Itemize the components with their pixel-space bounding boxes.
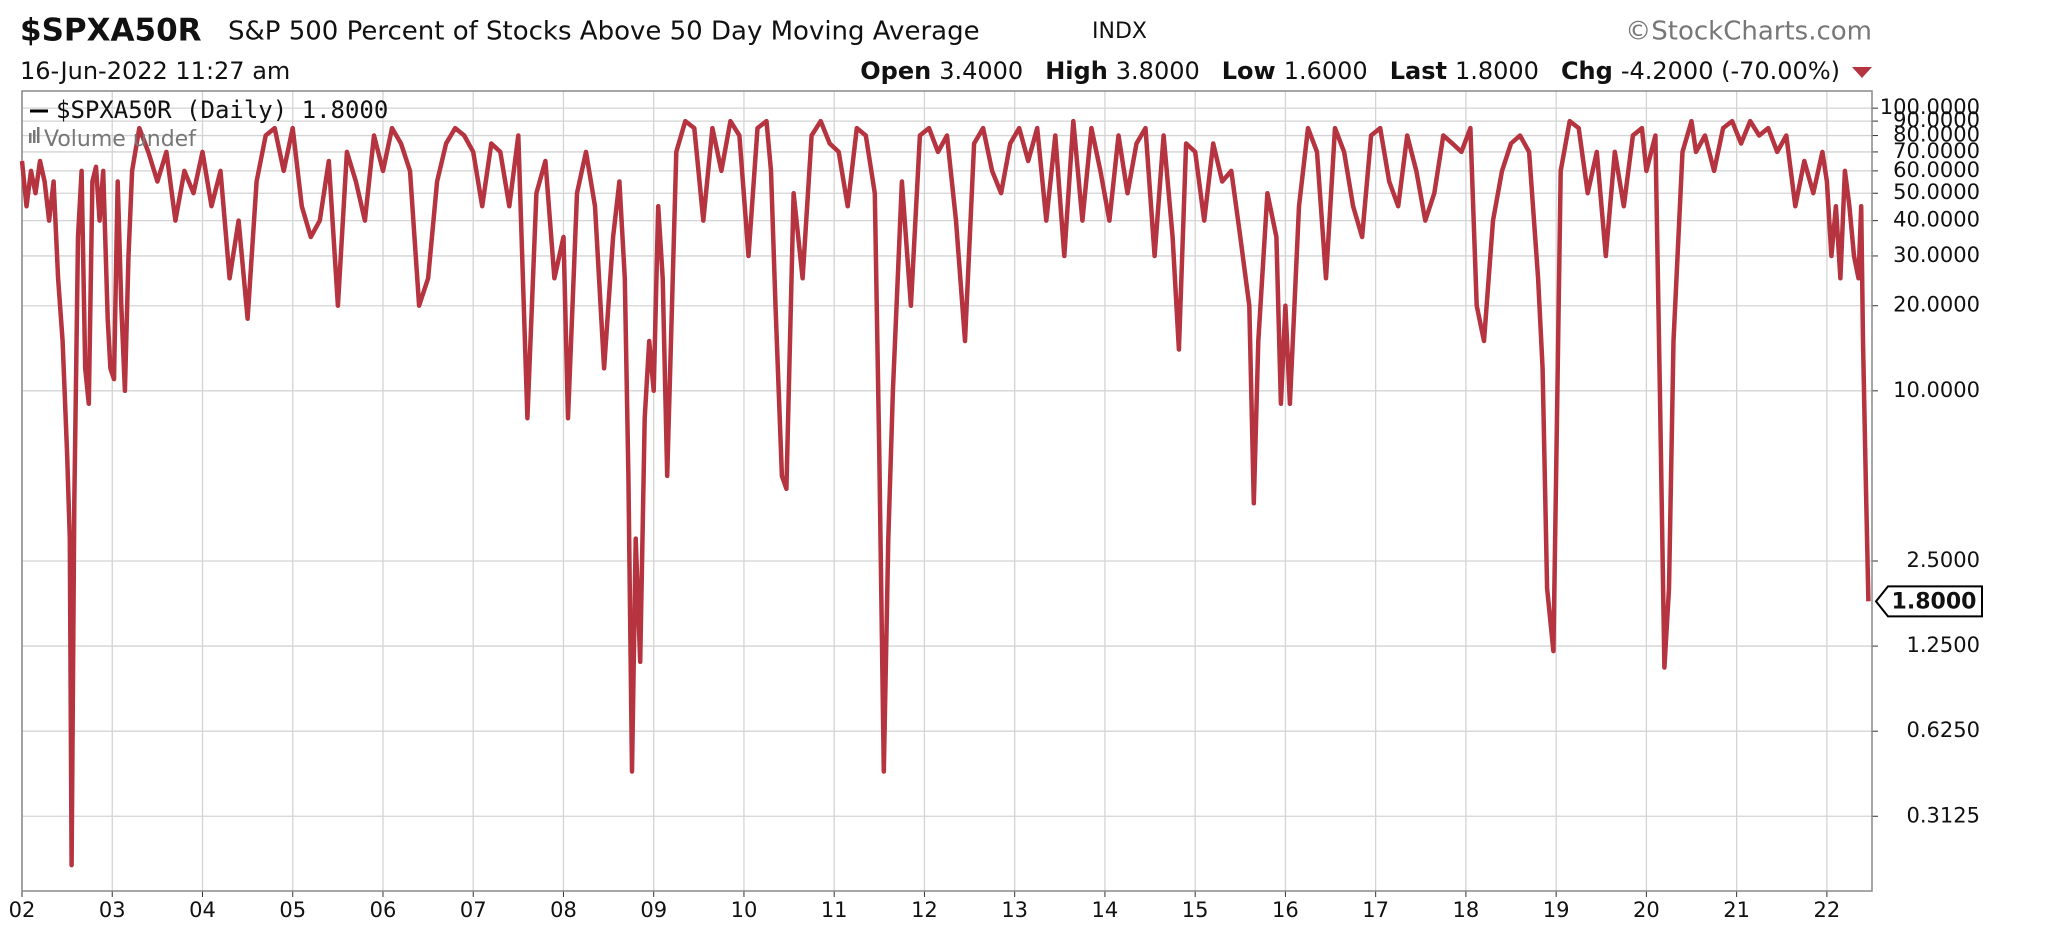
volume-icon [37,127,40,143]
x-tick-label: 07 [460,898,487,922]
last-value: 1.8000 [1892,589,1977,614]
quote-label: Last [1390,57,1447,85]
y-tick-label: 2.5000 [1907,548,1980,572]
x-tick-label: 06 [370,898,397,922]
chart-title: S&P 500 Percent of Stocks Above 50 Day M… [228,17,980,47]
x-tick-label: 11 [821,898,848,922]
y-tick-label: 100.0000 [1880,95,1980,119]
volume-icon [29,133,32,143]
y-tick-label: 40.0000 [1893,208,1980,232]
quote-value: 1.6000 [1284,57,1368,85]
x-tick-label: 15 [1182,898,1209,922]
x-tick-label: 22 [1814,898,1841,922]
quote-label: Open [860,57,931,85]
x-tick-label: 16 [1272,898,1299,922]
x-tick-label: 18 [1453,898,1480,922]
x-tick-label: 05 [279,898,306,922]
series-line [19,118,1871,868]
y-tick-label: 70.0000 [1893,139,1980,163]
source: ©StockCharts.com [1625,17,1872,47]
date: 16-Jun-2022 11:27 am [20,57,290,85]
x-tick-label: 21 [1723,898,1750,922]
volume-label: Volume undef [44,127,197,152]
last-badge [1874,585,1983,618]
y-tick-label: 0.3125 [1907,803,1980,827]
x-tick-label: 12 [911,898,938,922]
quote-bar: -4.2000 (-70.00%) Chg 1.8000 Last 1.6000 Low 3… [860,57,1840,85]
quote-value: -4.2000 (-70.00%) [1621,57,1840,85]
x-tick-label: 13 [1001,898,1028,922]
x-tick-label: 04 [189,898,216,922]
quote-label: Low [1222,57,1276,85]
volume-icon [33,130,36,143]
down-arrow [1852,67,1872,78]
quote-value: 1.8000 [1455,57,1539,85]
x-tick-label: 14 [1092,898,1119,922]
y-tick-label: 0.6250 [1907,718,1980,742]
quote-label: High [1045,57,1108,85]
y-tick-label: 80.0000 [1893,123,1980,147]
exchange: INDX [1092,19,1147,44]
x-tick-label: 09 [640,898,667,922]
x-tick-label: 10 [731,898,758,922]
quote-value: 3.8000 [1116,57,1200,85]
quote-value: 3.4000 [939,57,1023,85]
x-tick-label: 02 [9,898,36,922]
x-tick-label: 17 [1362,898,1389,922]
y-tick-label: 1.2500 [1907,633,1980,657]
y-tick-label: 30.0000 [1893,243,1980,267]
y-tick-label: 50.0000 [1893,180,1980,204]
symbol: $SPXA50R [20,13,202,49]
y-tick-label: 60.0000 [1893,158,1980,182]
x-tick-label: 08 [550,898,577,922]
x-tick-label: 03 [99,898,126,922]
plot-area: 02 03 04 05 06 07 08 09 10 11 12 13 14 15 16 17 18 19 20 21… [9,90,1983,922]
quote-label: Chg [1561,57,1613,85]
x-tick-label: 20 [1633,898,1660,922]
plot-border [21,90,1873,892]
x-tick-label: 19 [1543,898,1570,922]
y-tick-label: 20.0000 [1893,293,1980,317]
y-tick-label: 90.0000 [1893,108,1980,132]
legend-label: $SPXA50R (Daily) 1.8000 [56,96,388,124]
y-tick-label: 10.0000 [1893,378,1980,402]
